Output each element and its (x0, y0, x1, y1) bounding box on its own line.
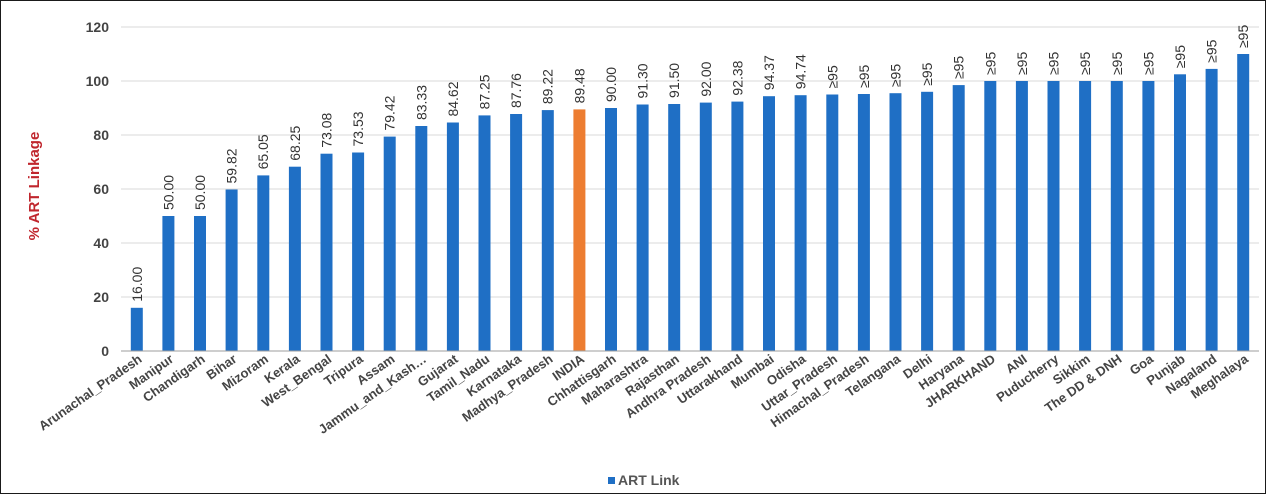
data-label: 87.76 (508, 73, 524, 108)
data-labels: 16.00 50.00 50.00 59.82 65.05 68.25 73.08 73.53… (129, 25, 1251, 302)
data-label: ≥95 (1140, 52, 1156, 75)
bar (889, 93, 902, 351)
bar (225, 189, 238, 351)
bar (699, 102, 712, 351)
data-label: 50.00 (160, 175, 176, 210)
bar (763, 96, 775, 351)
bar (288, 166, 301, 351)
data-label: 89.48 (571, 68, 587, 103)
data-label: 50.00 (192, 175, 208, 210)
data-label: 94.37 (761, 55, 777, 90)
data-label: 83.33 (413, 85, 429, 120)
bar (668, 104, 681, 351)
bar (130, 307, 143, 351)
bar (921, 91, 934, 352)
bar (984, 81, 997, 351)
bar (731, 101, 744, 351)
bar (857, 94, 870, 351)
data-label: ≥95 (982, 52, 998, 75)
bar (605, 108, 617, 351)
category-labels: Arunachal_PradeshManipurChandigarhBiharM… (36, 351, 1252, 437)
legend-label: ART Link (618, 472, 680, 488)
y-tick-label: 0 (101, 343, 109, 359)
bar (1205, 68, 1218, 352)
bar (320, 153, 333, 351)
bar (826, 94, 839, 351)
y-tick-label: 20 (93, 289, 109, 305)
bar (636, 104, 649, 351)
y-axis-label: % ART Linkage (26, 132, 43, 241)
bar (446, 122, 459, 351)
data-label: ≥95 (1046, 52, 1062, 75)
bars (130, 54, 1250, 352)
bar (415, 126, 428, 351)
data-label: ≥95 (919, 62, 935, 85)
bar (383, 136, 396, 351)
bar (541, 110, 554, 351)
data-label: ≥95 (824, 65, 840, 88)
data-label: 16.00 (129, 267, 145, 302)
y-tick-label: 60 (93, 181, 109, 197)
bar (1079, 81, 1092, 351)
y-tick-label: 120 (86, 19, 110, 35)
data-label: ≥95 (1172, 45, 1188, 68)
data-label: 92.00 (698, 61, 714, 96)
data-label: 84.62 (445, 81, 461, 116)
bar (510, 114, 523, 351)
bar (952, 85, 965, 351)
data-label: ≥95 (1235, 25, 1251, 48)
data-label: 91.30 (635, 63, 651, 98)
data-label: ≥95 (1204, 39, 1220, 62)
data-label: 79.42 (382, 95, 398, 130)
bar (478, 115, 491, 352)
data-label: 65.05 (255, 134, 271, 169)
data-label: 73.08 (318, 112, 334, 147)
bar (1110, 81, 1123, 351)
data-label: 73.53 (350, 111, 366, 146)
y-tick-label: 80 (93, 127, 109, 143)
data-label: 92.38 (729, 60, 745, 95)
data-label: 90.00 (603, 67, 619, 102)
bar (794, 95, 807, 351)
y-tick-label: 100 (86, 73, 110, 89)
bar (194, 216, 206, 351)
bar (352, 152, 365, 351)
bar (1237, 54, 1250, 351)
data-label: 91.50 (666, 63, 682, 98)
category-label: Arunachal_Pradesh (36, 351, 145, 433)
y-tick-label: 40 (93, 235, 109, 251)
bar (162, 216, 175, 351)
data-label: ≥95 (1109, 52, 1125, 75)
bar (1142, 81, 1155, 351)
bar (1015, 81, 1028, 351)
data-label: 89.22 (540, 69, 556, 104)
data-label: 68.25 (287, 125, 303, 160)
legend-swatch (608, 477, 615, 484)
data-label: 87.25 (477, 74, 493, 109)
data-label: 59.82 (224, 148, 240, 183)
bar (1047, 81, 1060, 351)
data-label: ≥95 (951, 56, 967, 79)
data-label: ≥95 (856, 64, 872, 87)
data-label: 94.74 (793, 54, 809, 89)
data-label: ≥95 (1014, 52, 1030, 75)
bar (257, 175, 270, 351)
data-label: ≥95 (887, 64, 903, 87)
bar (1174, 74, 1186, 352)
data-label: ≥95 (1077, 52, 1093, 75)
gridlines (121, 26, 1259, 298)
legend: ART Link (608, 472, 680, 488)
y-axis-ticks: 0 20 40 60 80 100 120 (86, 19, 110, 359)
bar (573, 109, 586, 352)
